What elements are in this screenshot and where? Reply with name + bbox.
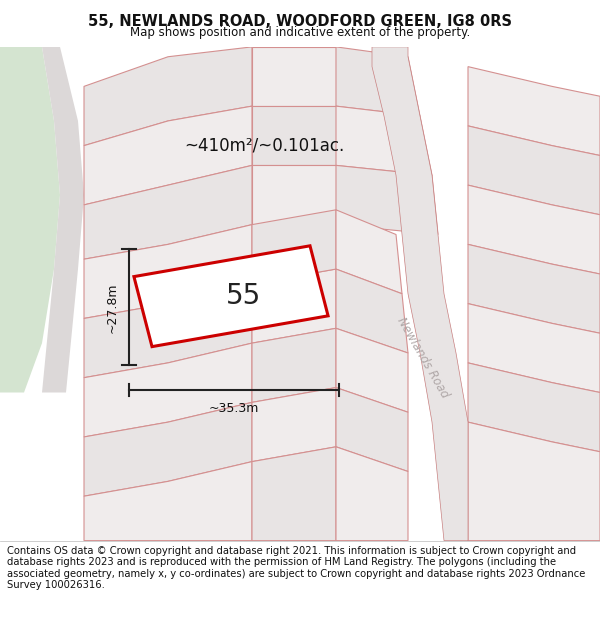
Polygon shape xyxy=(42,47,84,393)
Text: 55, NEWLANDS ROAD, WOODFORD GREEN, IG8 0RS: 55, NEWLANDS ROAD, WOODFORD GREEN, IG8 0… xyxy=(88,14,512,29)
Polygon shape xyxy=(336,210,402,294)
Polygon shape xyxy=(252,166,336,224)
Polygon shape xyxy=(134,246,328,347)
Polygon shape xyxy=(84,47,252,146)
Text: ~35.3m: ~35.3m xyxy=(209,402,259,416)
Polygon shape xyxy=(468,126,600,215)
Polygon shape xyxy=(252,447,336,541)
Text: Map shows position and indicative extent of the property.: Map shows position and indicative extent… xyxy=(130,26,470,39)
Polygon shape xyxy=(336,166,438,234)
Polygon shape xyxy=(468,185,600,274)
Polygon shape xyxy=(252,210,336,284)
Polygon shape xyxy=(252,269,336,343)
Polygon shape xyxy=(84,343,252,437)
Polygon shape xyxy=(336,328,408,412)
Polygon shape xyxy=(84,224,252,318)
Polygon shape xyxy=(252,328,336,402)
Polygon shape xyxy=(84,284,252,378)
Polygon shape xyxy=(252,47,336,106)
Polygon shape xyxy=(336,106,432,175)
Polygon shape xyxy=(468,304,600,392)
Polygon shape xyxy=(468,67,600,156)
Polygon shape xyxy=(84,402,252,496)
Polygon shape xyxy=(468,422,600,541)
Polygon shape xyxy=(372,47,468,541)
Text: ~27.8m: ~27.8m xyxy=(105,282,118,332)
Polygon shape xyxy=(84,106,252,205)
Polygon shape xyxy=(252,106,336,166)
Polygon shape xyxy=(336,447,408,541)
Text: ~410m²/~0.101ac.: ~410m²/~0.101ac. xyxy=(184,137,344,154)
Polygon shape xyxy=(252,388,336,462)
Polygon shape xyxy=(336,47,420,116)
Text: Contains OS data © Crown copyright and database right 2021. This information is : Contains OS data © Crown copyright and d… xyxy=(7,546,586,591)
Polygon shape xyxy=(0,47,60,393)
Polygon shape xyxy=(84,166,252,259)
Text: 55: 55 xyxy=(226,282,260,310)
Polygon shape xyxy=(336,388,408,471)
Polygon shape xyxy=(336,269,408,353)
Polygon shape xyxy=(468,244,600,333)
Polygon shape xyxy=(84,462,252,541)
Text: Newlands Road: Newlands Road xyxy=(395,315,451,401)
Polygon shape xyxy=(468,363,600,452)
